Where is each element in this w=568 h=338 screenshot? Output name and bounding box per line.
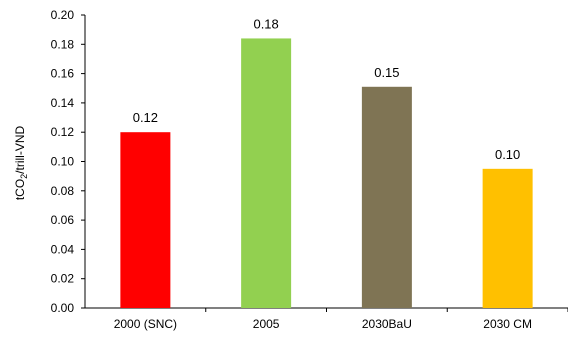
- data-label: 0.15: [374, 65, 399, 80]
- bar-2005: [241, 38, 292, 308]
- y-tick-label: 0.08: [51, 184, 75, 198]
- y-tick-label: 0.16: [51, 67, 75, 81]
- y-tick-label: 0.14: [51, 96, 75, 110]
- bar-2030bau: [361, 86, 412, 308]
- data-label: 0.12: [133, 110, 158, 125]
- y-tick-label: 0.00: [51, 301, 75, 315]
- y-tick-label: 0.18: [51, 37, 75, 51]
- x-category-label: 2005: [253, 317, 280, 331]
- y-axis-title: tCO2/trill-VND: [13, 125, 29, 200]
- x-category-label: 2030BaU: [362, 317, 412, 331]
- y-tick-label: 0.04: [51, 242, 75, 256]
- y-tick-label: 0.10: [51, 155, 75, 169]
- bar-2030-cm: [482, 168, 533, 308]
- data-label: 0.10: [495, 147, 520, 162]
- y-tick-label: 0.02: [51, 272, 75, 286]
- y-tick-label: 0.06: [51, 213, 75, 227]
- data-label: 0.18: [253, 16, 278, 31]
- x-category-label: 2030 CM: [483, 317, 532, 331]
- x-category-label: 2000 (SNC): [114, 317, 177, 331]
- y-tick-label: 0.20: [51, 8, 75, 22]
- bar-2000-snc: [120, 132, 171, 308]
- y-tick-label: 0.12: [51, 125, 75, 139]
